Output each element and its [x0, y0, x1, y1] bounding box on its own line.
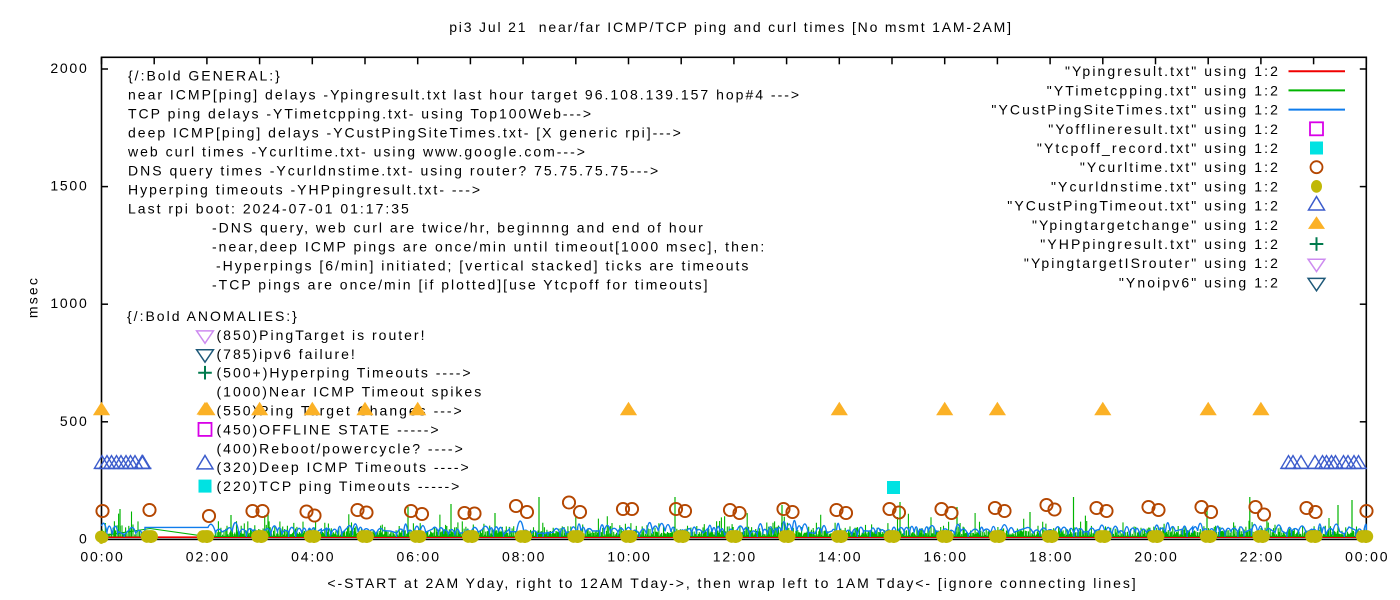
svg-text:16:00: 16:00 [924, 549, 968, 565]
svg-text:(850)PingTarget is router!: (850)PingTarget is router! [217, 327, 427, 343]
svg-text:deep ICMP[ping] delays -YCustP: deep ICMP[ping] delays -YCustPingSiteTim… [128, 125, 683, 141]
svg-text:06:00: 06:00 [397, 549, 441, 565]
svg-text:DNS query times -Ycurldnstime.: DNS query times -Ycurldnstime.txt- using… [128, 163, 660, 179]
svg-text:14:00: 14:00 [818, 549, 862, 565]
svg-text:(400)Reboot/powercycle? ---->: (400)Reboot/powercycle? ----> [217, 440, 465, 456]
svg-text:pi3 Jul 21 near/far ICMP/TCP: pi3 Jul 21 near/far ICMP/TCP ping and cu… [449, 19, 1013, 35]
svg-text:-TCP pings are once/min [if pl: -TCP pings are once/min [if plotted][use… [212, 277, 710, 293]
svg-text:(500+)Hyperping Timeouts ---->: (500+)Hyperping Timeouts ----> [217, 365, 473, 381]
svg-text:00:00: 00:00 [1345, 549, 1389, 565]
svg-text:-Hyperpings [6/min] initiated;: -Hyperpings [6/min] initiated; [vertical… [216, 258, 750, 274]
svg-text:20:00: 20:00 [1134, 549, 1178, 565]
svg-text:(785)ipv6 failure!: (785)ipv6 failure! [217, 346, 357, 362]
svg-text:msec: msec [25, 276, 41, 318]
svg-text:{/:Bold GENERAL:}: {/:Bold GENERAL:} [128, 68, 282, 84]
svg-text:(220)TCP ping Timeouts ----->: (220)TCP ping Timeouts -----> [217, 478, 462, 494]
svg-text:0: 0 [79, 530, 89, 546]
svg-text:"Yofflineresult.txt" using 1:2: "Yofflineresult.txt" using 1:2 [1048, 121, 1280, 137]
svg-text:10:00: 10:00 [607, 549, 651, 565]
svg-text:(450)OFFLINE STATE ----->: (450)OFFLINE STATE -----> [217, 421, 441, 437]
svg-text:"YHPpingresult.txt" using 1:2: "YHPpingresult.txt" using 1:2 [1040, 236, 1280, 252]
svg-text:00:00: 00:00 [80, 549, 124, 565]
svg-text:(550)Ping Target Changes --->: (550)Ping Target Changes ---> [217, 403, 464, 419]
svg-text:(320)Deep ICMP Timeouts ---->: (320)Deep ICMP Timeouts ----> [217, 459, 471, 475]
svg-text:"Ypingresult.txt" using 1:2: "Ypingresult.txt" using 1:2 [1065, 63, 1280, 79]
svg-text:"YCustPingTimeout.txt" using 1: "YCustPingTimeout.txt" using 1:2 [1007, 198, 1280, 214]
svg-text:1000: 1000 [50, 295, 88, 311]
svg-text:08:00: 08:00 [502, 549, 546, 565]
svg-text:"Ycurltime.txt" using 1:2: "Ycurltime.txt" using 1:2 [1080, 159, 1280, 175]
svg-text:04:00: 04:00 [291, 549, 335, 565]
svg-text:TCP ping delays -YTimetcpping.: TCP ping delays -YTimetcpping.txt- using… [128, 106, 593, 122]
svg-text:"Ypingtargetchange" using 1:2: "Ypingtargetchange" using 1:2 [1032, 217, 1280, 233]
svg-text:22:00: 22:00 [1240, 549, 1284, 565]
svg-text:<-START at 2AM Yday, right to: <-START at 2AM Yday, right to 12AM Tday-… [327, 575, 1137, 591]
svg-text:12:00: 12:00 [713, 549, 757, 565]
svg-text:02:00: 02:00 [186, 549, 230, 565]
svg-text:1500: 1500 [50, 178, 88, 194]
svg-text:near ICMP[ping] delays -Ypingr: near ICMP[ping] delays -Ypingresult.txt … [128, 87, 801, 103]
svg-text:-near,deep ICMP pings are once: -near,deep ICMP pings are once/min until… [212, 239, 766, 255]
svg-text:web curl times -Ycurltime.txt-: web curl times -Ycurltime.txt- using www… [127, 144, 587, 160]
svg-text:2000: 2000 [50, 60, 88, 76]
svg-text:"YpingtargetISrouter" using 1:: "YpingtargetISrouter" using 1:2 [1024, 255, 1280, 271]
svg-text:500: 500 [60, 413, 89, 429]
svg-text:"YTimetcpping.txt" using 1:2: "YTimetcpping.txt" using 1:2 [1047, 82, 1280, 98]
svg-text:"Ytcpoff_record.txt" using 1:2: "Ytcpoff_record.txt" using 1:2 [1037, 140, 1280, 156]
svg-text:Hyperping timeouts -YHPpingres: Hyperping timeouts -YHPpingresult.txt- -… [128, 182, 482, 198]
svg-text:18:00: 18:00 [1029, 549, 1073, 565]
svg-text:"Ynoipv6" using 1:2: "Ynoipv6" using 1:2 [1119, 274, 1280, 290]
svg-text:Last rpi boot: 2024-07-01 01:1: Last rpi boot: 2024-07-01 01:17:35 [128, 201, 411, 217]
svg-text:-DNS query, web curl are twice: -DNS query, web curl are twice/hr, begin… [212, 220, 705, 236]
svg-text:(1000)Near ICMP Timeout spikes: (1000)Near ICMP Timeout spikes [217, 384, 484, 400]
svg-text:{/:Bold ANOMALIES:}: {/:Bold ANOMALIES:} [127, 308, 299, 324]
svg-text:"Ycurldnstime.txt" using 1:2: "Ycurldnstime.txt" using 1:2 [1051, 178, 1280, 194]
svg-text:"YCustPingSiteTimes.txt" using: "YCustPingSiteTimes.txt" using 1:2 [991, 102, 1280, 118]
